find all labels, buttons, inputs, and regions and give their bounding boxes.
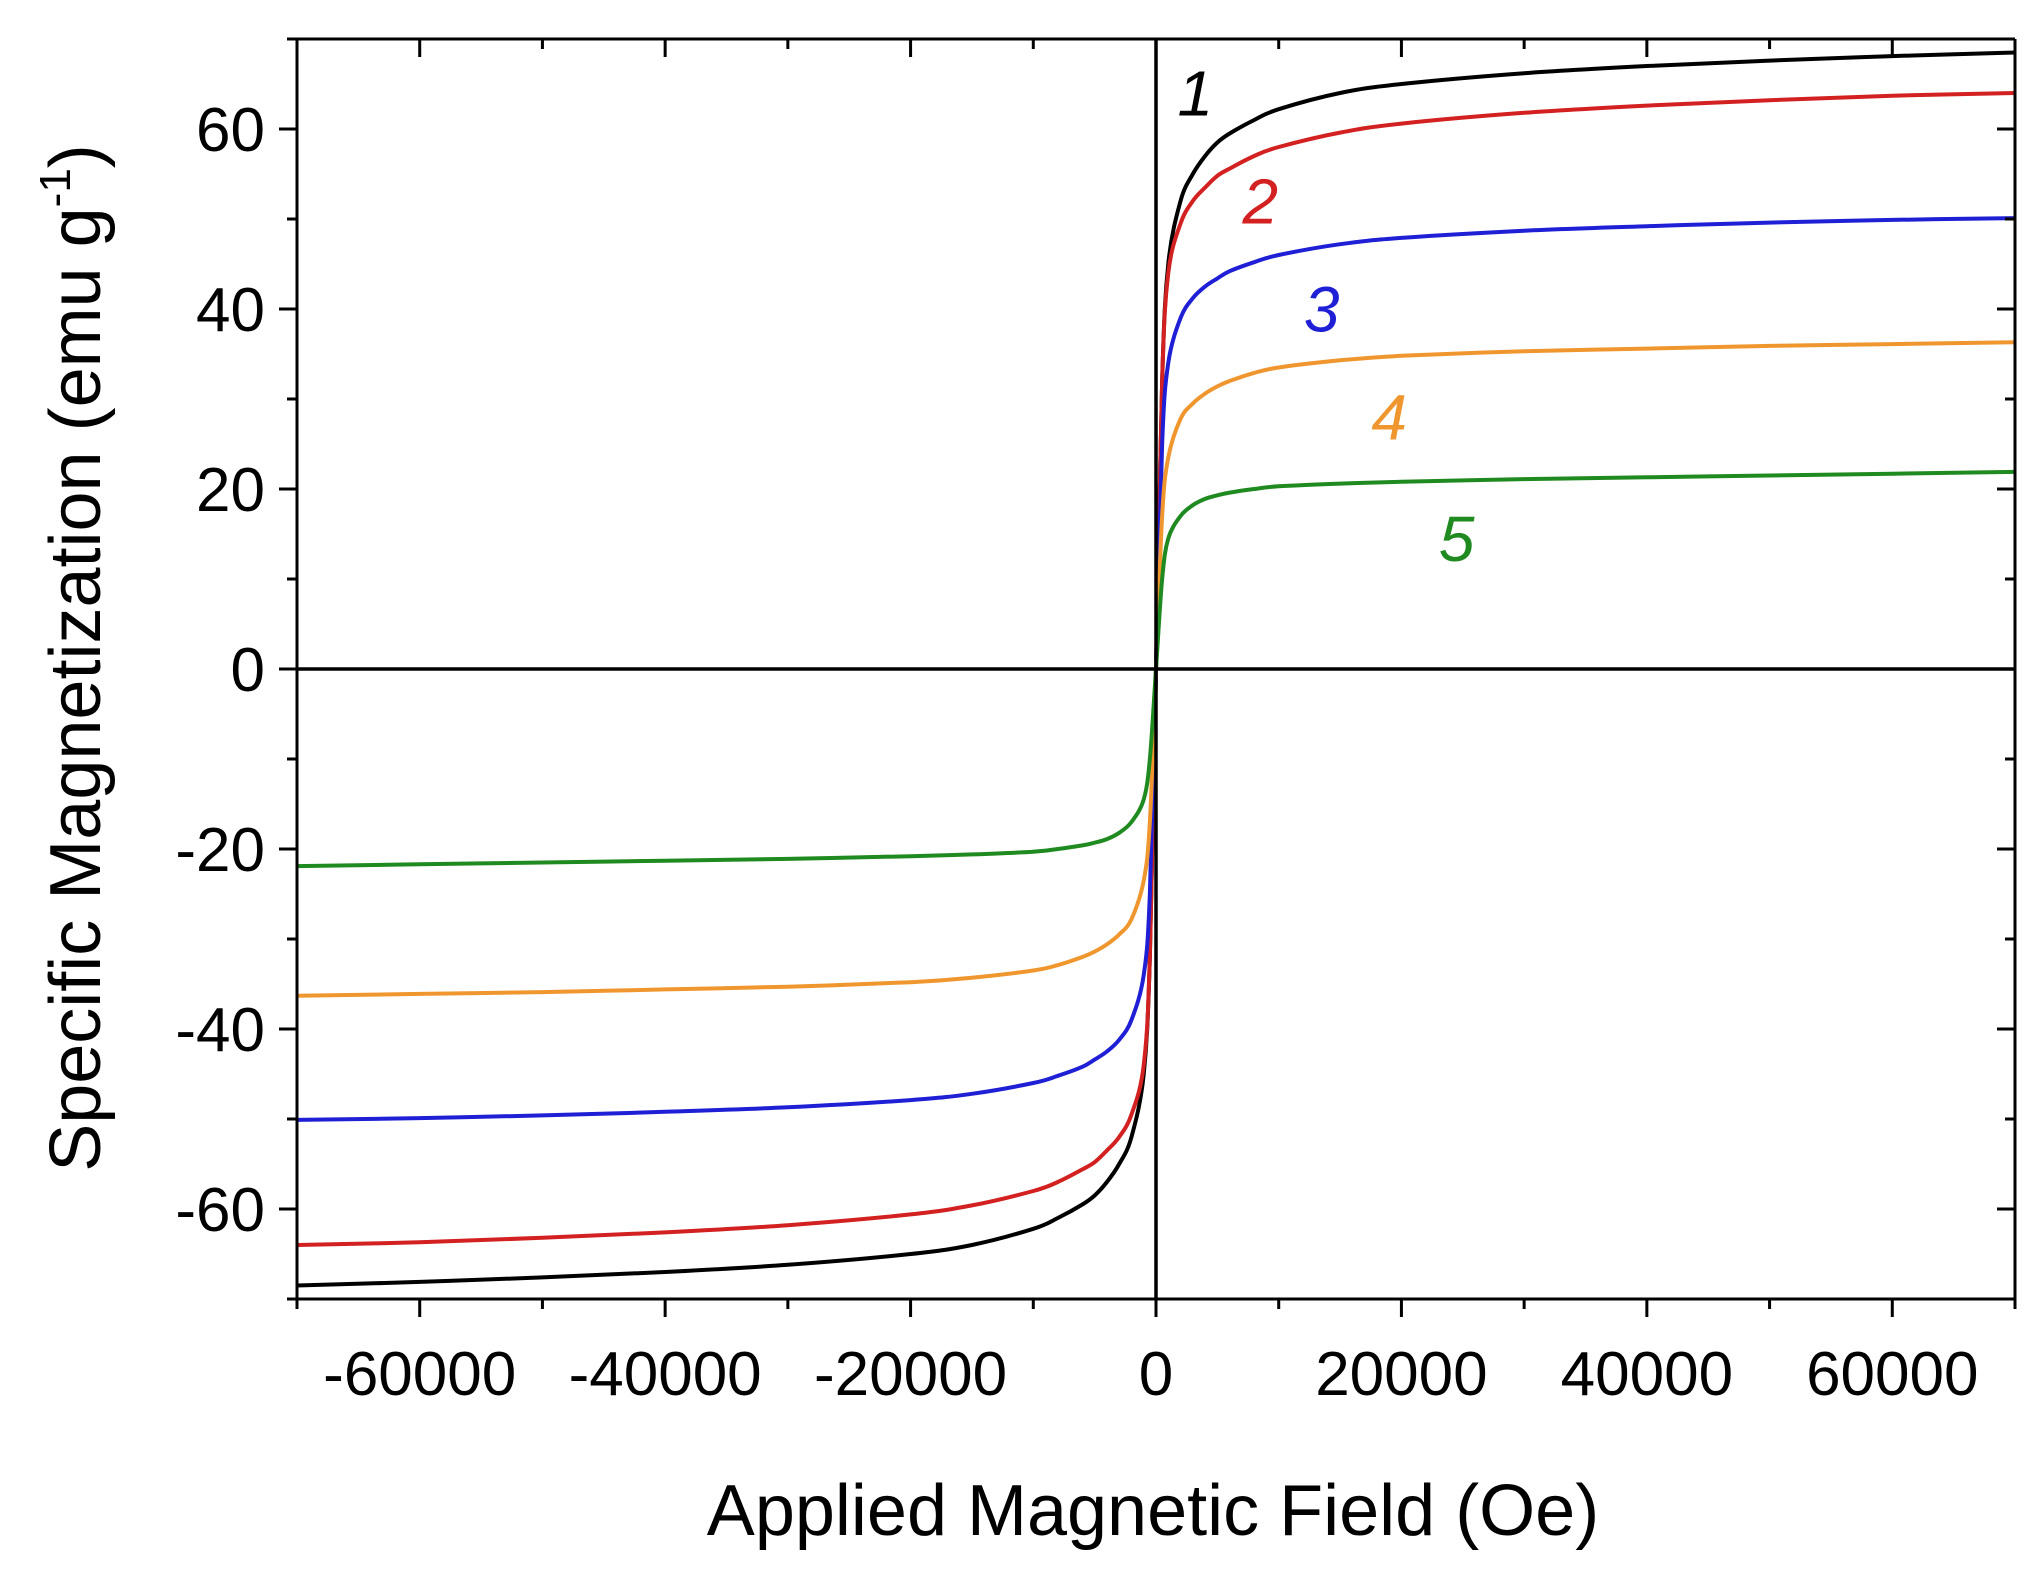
curve-label-1: 1: [1177, 58, 1213, 130]
curve-label-5: 5: [1439, 503, 1475, 575]
y-axis-title-end: ): [36, 144, 116, 168]
x-tick-label: -20000: [814, 1340, 1007, 1409]
y-axis-title-superscript: -1: [31, 168, 80, 207]
curve-label-2: 2: [1242, 166, 1279, 238]
x-tick-label: -40000: [569, 1340, 762, 1409]
ticks: [279, 37, 2017, 1317]
curve-label-3: 3: [1304, 274, 1340, 346]
x-tick-label: 20000: [1315, 1340, 1487, 1409]
y-tick-label: 20: [196, 456, 265, 525]
x-tick-label: 60000: [1806, 1340, 1978, 1409]
x-tick-label: 40000: [1561, 1340, 1733, 1409]
y-tick-label: 40: [196, 276, 265, 345]
y-tick-label: -60: [175, 1176, 265, 1245]
y-axis-title: Specific Magnetization (emu g-1): [31, 144, 116, 1172]
y-tick-label: -20: [175, 816, 265, 885]
y-tick-label: 60: [196, 96, 265, 165]
y-tick-label: 0: [231, 636, 265, 705]
y-tick-label: -40: [175, 996, 265, 1065]
x-tick-label: 0: [1139, 1340, 1173, 1409]
x-axis-title: Applied Magnetic Field (Oe): [707, 1471, 1599, 1551]
axes: [295, 37, 2017, 1301]
x-tick-label: -60000: [323, 1340, 516, 1409]
curve-label-4: 4: [1371, 382, 1407, 454]
y-axis-title-main: Specific Magnetization (emu g: [36, 207, 116, 1171]
tick-labels: -60000 -40000 -20000 0 20000 40000 60000 -60 -40…: [175, 96, 1978, 1409]
